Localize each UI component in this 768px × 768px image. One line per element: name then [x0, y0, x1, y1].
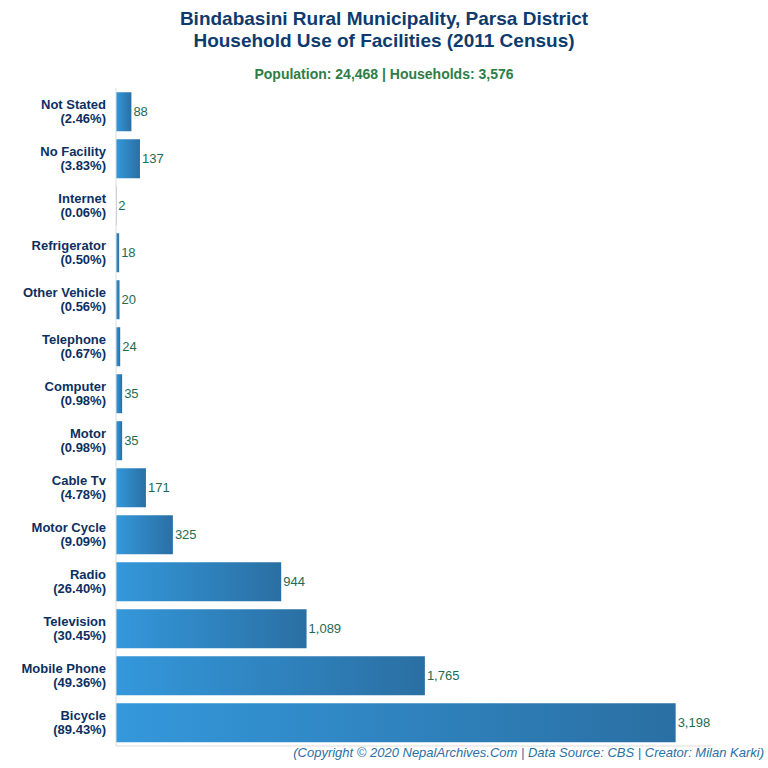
- svg-text:Radio(26.40%): Radio(26.40%): [53, 567, 106, 596]
- svg-text:Computer(0.98%): Computer(0.98%): [45, 379, 106, 408]
- svg-text:171: 171: [148, 480, 170, 495]
- svg-text:No Facility(3.83%): No Facility(3.83%): [40, 144, 107, 173]
- svg-text:Telephone(0.67%): Telephone(0.67%): [42, 332, 106, 361]
- svg-text:3,198: 3,198: [678, 715, 711, 730]
- svg-text:88: 88: [133, 104, 147, 119]
- svg-text:Motor Cycle(9.09%): Motor Cycle(9.09%): [32, 520, 106, 549]
- html-text:Household Use of Facilities (2: Household Use of Facilities (2011 Census…: [193, 30, 575, 51]
- html-text:Bindabasini Rural Municipality: Bindabasini Rural Municipality, Parsa Di…: [179, 8, 589, 29]
- svg-text:Bicycle(89.43%): Bicycle(89.43%): [53, 708, 106, 737]
- svg-text:24: 24: [122, 339, 136, 354]
- svg-text:944: 944: [283, 574, 305, 589]
- svg-text:18: 18: [121, 245, 135, 260]
- svg-text:35: 35: [124, 433, 138, 448]
- html-text:Population: 24,468 | Household: Population: 24,468 | Households: 3,576: [254, 66, 514, 82]
- html-text:(Copyright © 2020 NepalArchive: (Copyright © 2020 NepalArchives.Com | Da…: [293, 745, 764, 760]
- svg-text:20: 20: [122, 292, 136, 307]
- svg-text:1,089: 1,089: [309, 621, 342, 636]
- svg-text:Cable Tv(4.78%): Cable Tv(4.78%): [52, 473, 107, 502]
- svg-text:35: 35: [124, 386, 138, 401]
- svg-text:2: 2: [118, 198, 125, 213]
- svg-text:137: 137: [142, 151, 164, 166]
- svg-text:325: 325: [175, 527, 197, 542]
- svg-text:1,765: 1,765: [427, 668, 460, 683]
- svg-text:Refrigerator(0.50%): Refrigerator(0.50%): [32, 238, 106, 267]
- svg-text:Other Vehicle(0.56%): Other Vehicle(0.56%): [23, 285, 106, 314]
- svg-text:Not Stated(2.46%): Not Stated(2.46%): [41, 97, 106, 126]
- svg-text:Internet(0.06%): Internet(0.06%): [58, 191, 106, 220]
- svg-text:Motor(0.98%): Motor(0.98%): [60, 426, 106, 455]
- svg-text:Mobile Phone(49.36%): Mobile Phone(49.36%): [22, 661, 107, 690]
- svg-text:Television(30.45%): Television(30.45%): [43, 614, 106, 643]
